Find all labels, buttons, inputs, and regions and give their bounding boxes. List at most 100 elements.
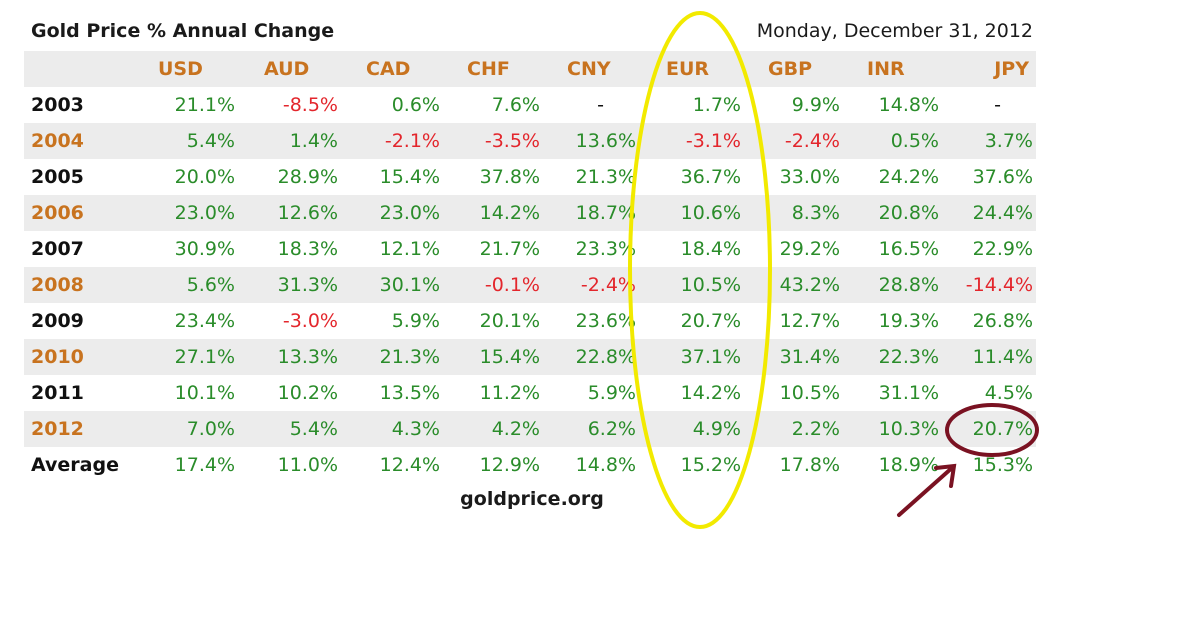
cell-jpy: 15.3% <box>972 454 1033 476</box>
cell-chf: -3.5% <box>484 130 540 152</box>
cell-aud: -8.5% <box>282 94 338 116</box>
cell-eur: 1.7% <box>692 94 741 116</box>
row-label: 2012 <box>31 418 84 440</box>
row-label: 2006 <box>31 202 84 224</box>
date-label: Monday, December 31, 2012 <box>756 20 1033 42</box>
cell-cny: 14.8% <box>575 454 636 476</box>
cell-usd: 10.1% <box>174 382 235 404</box>
cell-chf: 14.2% <box>479 202 540 224</box>
cell-aud: 28.9% <box>277 166 338 188</box>
cell-chf: 37.8% <box>479 166 540 188</box>
cell-aud: 13.3% <box>277 346 338 368</box>
table-row: Average 17.4% 11.0% 12.4% 12.9% 14.8% 15.2% 17.… <box>24 447 1036 483</box>
cell-gbp: 29.2% <box>779 238 840 260</box>
cell-cad: 0.6% <box>391 94 440 116</box>
cell-chf: 12.9% <box>479 454 540 476</box>
cell-cad: 5.9% <box>391 310 440 332</box>
cell-usd: 23.4% <box>174 310 235 332</box>
cell-eur: 18.4% <box>680 238 741 260</box>
row-label: 2010 <box>31 346 84 368</box>
cell-aud: 10.2% <box>277 382 338 404</box>
cell-eur: 20.7% <box>680 310 741 332</box>
cell-cny: - <box>597 94 604 116</box>
cell-usd: 20.0% <box>174 166 235 188</box>
cell-inr: 10.3% <box>878 418 939 440</box>
cell-inr: 20.8% <box>878 202 939 224</box>
column-header-aud: AUD <box>264 58 310 80</box>
cell-inr: 14.8% <box>878 94 939 116</box>
row-label: 2008 <box>31 274 84 296</box>
cell-cad: 15.4% <box>379 166 440 188</box>
cell-jpy: - <box>994 94 1001 116</box>
table-row: 2003 21.1% -8.5% 0.6% 7.6% - 1.7% 9.9% 14.8% - <box>24 87 1036 123</box>
cell-cad: -2.1% <box>384 130 440 152</box>
table-row: 2011 10.1% 10.2% 13.5% 11.2% 5.9% 14.2% 10.5% 31… <box>24 375 1036 411</box>
cell-usd: 23.0% <box>174 202 235 224</box>
cell-inr: 22.3% <box>878 346 939 368</box>
cell-eur: 10.6% <box>680 202 741 224</box>
cell-eur: -3.1% <box>685 130 741 152</box>
table-row: 2008 5.6% 31.3% 30.1% -0.1% -2.4% 10.5% 43.2% 28… <box>24 267 1036 303</box>
table-title: Gold Price % Annual Change <box>31 20 335 42</box>
cell-chf: 7.6% <box>491 94 540 116</box>
cell-chf: 4.2% <box>491 418 540 440</box>
table-row: 2006 23.0% 12.6% 23.0% 14.2% 18.7% 10.6% 8.3% 20… <box>24 195 1036 231</box>
cell-cny: 5.9% <box>587 382 636 404</box>
cell-aud: 18.3% <box>277 238 338 260</box>
cell-jpy: 20.7% <box>972 418 1033 440</box>
cell-usd: 17.4% <box>174 454 235 476</box>
cell-gbp: 8.3% <box>791 202 840 224</box>
cell-jpy: -14.4% <box>965 274 1033 296</box>
cell-jpy: 37.6% <box>972 166 1033 188</box>
cell-cny: 23.6% <box>575 310 636 332</box>
cell-gbp: 12.7% <box>779 310 840 332</box>
cell-gbp: 33.0% <box>779 166 840 188</box>
cell-chf: -0.1% <box>484 274 540 296</box>
row-label: 2005 <box>31 166 84 188</box>
cell-inr: 16.5% <box>878 238 939 260</box>
cell-aud: 5.4% <box>289 418 338 440</box>
cell-cad: 4.3% <box>391 418 440 440</box>
cell-jpy: 22.9% <box>972 238 1033 260</box>
table-row: 2010 27.1% 13.3% 21.3% 15.4% 22.8% 37.1% 31.4% 2… <box>24 339 1036 375</box>
column-header-gbp: GBP <box>768 58 813 80</box>
cell-chf: 15.4% <box>479 346 540 368</box>
cell-chf: 21.7% <box>479 238 540 260</box>
table-row: 2012 7.0% 5.4% 4.3% 4.2% 6.2% 4.9% 2.2% 10.3% 20.… <box>24 411 1036 447</box>
cell-chf: 20.1% <box>479 310 540 332</box>
column-header-cad: CAD <box>366 58 411 80</box>
column-header-eur: EUR <box>666 58 710 80</box>
row-label: 2007 <box>31 238 84 260</box>
cell-aud: 1.4% <box>289 130 338 152</box>
cell-inr: 28.8% <box>878 274 939 296</box>
column-header-inr: INR <box>867 58 905 80</box>
cell-usd: 27.1% <box>174 346 235 368</box>
cell-gbp: 17.8% <box>779 454 840 476</box>
cell-inr: 24.2% <box>878 166 939 188</box>
cell-aud: 12.6% <box>277 202 338 224</box>
cell-usd: 21.1% <box>174 94 235 116</box>
cell-gbp: 10.5% <box>779 382 840 404</box>
row-label: 2004 <box>31 130 84 152</box>
cell-chf: 11.2% <box>479 382 540 404</box>
cell-cny: 23.3% <box>575 238 636 260</box>
cell-aud: -3.0% <box>282 310 338 332</box>
row-label: 2009 <box>31 310 84 332</box>
cell-cad: 30.1% <box>379 274 440 296</box>
annual-change-table: USD AUD CAD CHF CNY EUR GBP INR JPY 2003 21.1% -8.5… <box>24 51 1036 483</box>
cell-jpy: 11.4% <box>972 346 1033 368</box>
cell-eur: 15.2% <box>680 454 741 476</box>
row-label: 2003 <box>31 94 84 116</box>
cell-inr: 0.5% <box>890 130 939 152</box>
cell-cad: 12.4% <box>379 454 440 476</box>
cell-inr: 31.1% <box>878 382 939 404</box>
cell-jpy: 4.5% <box>984 382 1033 404</box>
cell-jpy: 3.7% <box>984 130 1033 152</box>
cell-gbp: 43.2% <box>779 274 840 296</box>
cell-jpy: 24.4% <box>972 202 1033 224</box>
cell-cad: 12.1% <box>379 238 440 260</box>
table-row: 2004 5.4% 1.4% -2.1% -3.5% 13.6% -3.1% -2.4% 0.5… <box>24 123 1036 159</box>
cell-jpy: 26.8% <box>972 310 1033 332</box>
row-label: Average <box>31 454 119 476</box>
cell-cad: 21.3% <box>379 346 440 368</box>
